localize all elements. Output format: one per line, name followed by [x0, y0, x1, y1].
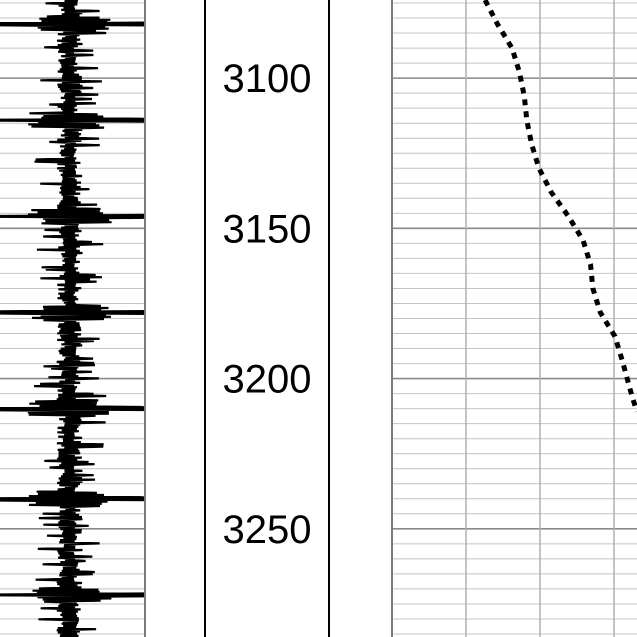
- wiggle-track: [0, 0, 146, 637]
- depth-tick-label: 3150: [223, 207, 312, 251]
- wiggle-spike: [0, 309, 145, 315]
- depth-tick-label: 3100: [223, 57, 312, 101]
- depth-labels: 3100 3150 3200 3250: [223, 57, 312, 552]
- curve-track: [391, 0, 637, 637]
- wiggle-spike: [0, 21, 145, 27]
- dashed-curve-group: [482, 0, 637, 413]
- depth-tick-label: 3200: [223, 358, 312, 402]
- wiggle-curve-group: [0, 0, 145, 637]
- wiggle-curve: [0, 0, 142, 637]
- wiggle-spike: [0, 592, 145, 598]
- wiggle-spike: [0, 496, 145, 502]
- wiggle-spike: [0, 117, 145, 123]
- depth-track: 3100 3150 3200 3250: [204, 0, 330, 637]
- wiggle-spike: [0, 213, 145, 219]
- wiggle-spike: [0, 406, 145, 412]
- curve-track-grid: [392, 0, 637, 637]
- depth-tick-label: 3250: [223, 508, 312, 552]
